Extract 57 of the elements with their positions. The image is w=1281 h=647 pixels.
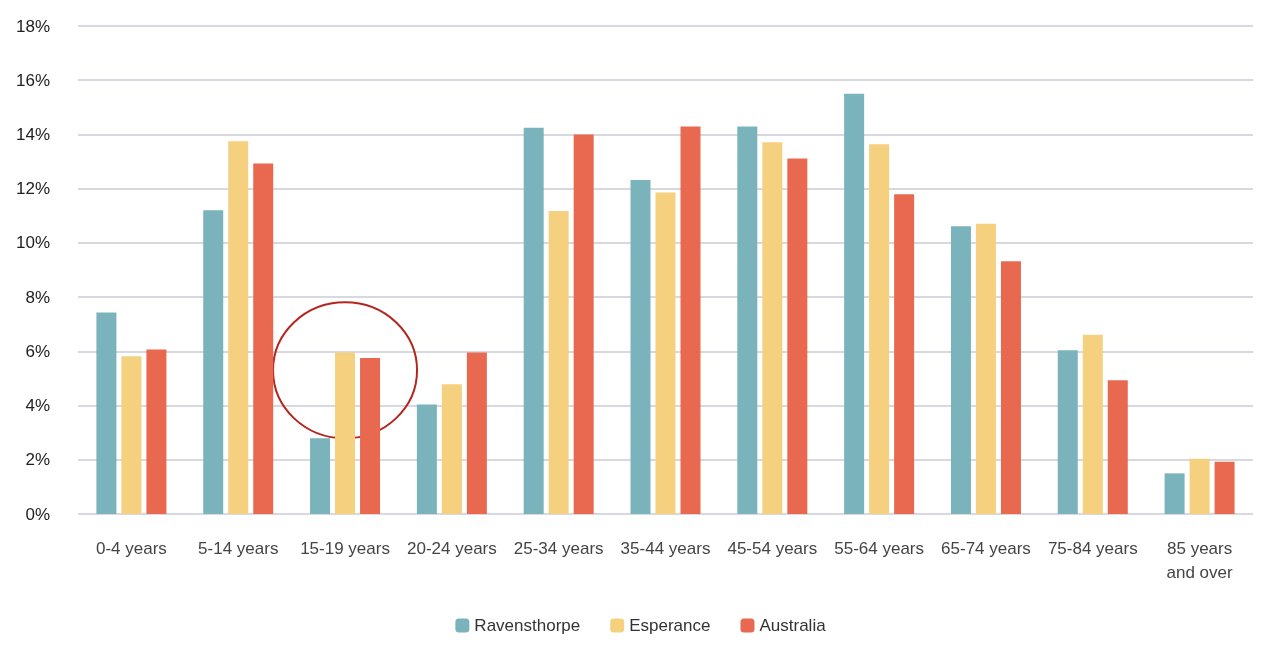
- bar: [680, 126, 701, 514]
- bar: [573, 134, 594, 514]
- bar: [335, 352, 356, 514]
- bar: [121, 356, 142, 514]
- y-tick-label: 12%: [15, 179, 50, 199]
- bar: [1057, 350, 1078, 514]
- bar: [630, 179, 651, 514]
- bar: [975, 223, 996, 514]
- legend-label: Ravensthorpe: [474, 616, 581, 635]
- x-tick-label: 65-74 years: [941, 538, 1031, 558]
- x-tick-label: 75-84 years: [1047, 538, 1138, 558]
- y-tick-label: 6%: [25, 341, 50, 361]
- bar: [1000, 261, 1021, 514]
- bar: [1082, 334, 1103, 514]
- y-tick-label: 2%: [25, 450, 50, 470]
- bar: [1189, 458, 1210, 514]
- bar: [1214, 461, 1235, 514]
- y-tick-label: 10%: [15, 233, 50, 253]
- y-tick-label: 18%: [15, 16, 50, 36]
- y-tick-label: 8%: [25, 287, 50, 307]
- x-tick-label: 35-44 years: [620, 538, 711, 558]
- bar: [466, 352, 487, 514]
- bar: [523, 127, 544, 514]
- bar: [441, 384, 462, 514]
- bar: [146, 349, 167, 514]
- y-tick-label: 4%: [25, 396, 50, 416]
- bar: [655, 192, 676, 514]
- x-tick-label: 55-64 years: [834, 538, 925, 558]
- bar: [787, 158, 808, 514]
- bar: [228, 141, 249, 514]
- bar: [950, 226, 971, 514]
- legend-label: Australia: [759, 616, 827, 635]
- bar: [762, 142, 783, 514]
- bar: [844, 93, 865, 514]
- x-tick-label: 5-14 years: [198, 538, 279, 558]
- bar: [96, 312, 117, 514]
- bar: [737, 126, 758, 514]
- y-tick-label: 16%: [15, 70, 50, 90]
- bar: [203, 210, 224, 514]
- bar: [360, 358, 381, 514]
- legend-label: Esperance: [629, 616, 711, 635]
- x-tick-label: 85 years and over: [1166, 538, 1233, 582]
- x-tick-label: 0-4 years: [95, 538, 167, 558]
- bar: [310, 438, 331, 514]
- y-tick-label: 0%: [25, 504, 50, 524]
- x-tick-label: 20-24 years: [406, 538, 497, 558]
- y-tick-label: 14%: [15, 124, 50, 144]
- bar: [869, 144, 890, 514]
- bar: [894, 194, 915, 514]
- bar: [416, 404, 437, 514]
- bar: [253, 163, 274, 514]
- x-tick-label: 25-34 years: [513, 538, 604, 558]
- x-tick-label: 45-54 years: [727, 538, 818, 558]
- x-tick-label: 15-19 years: [300, 538, 390, 558]
- bar: [548, 210, 569, 514]
- bar: [1107, 380, 1128, 514]
- bar: [1164, 473, 1185, 514]
